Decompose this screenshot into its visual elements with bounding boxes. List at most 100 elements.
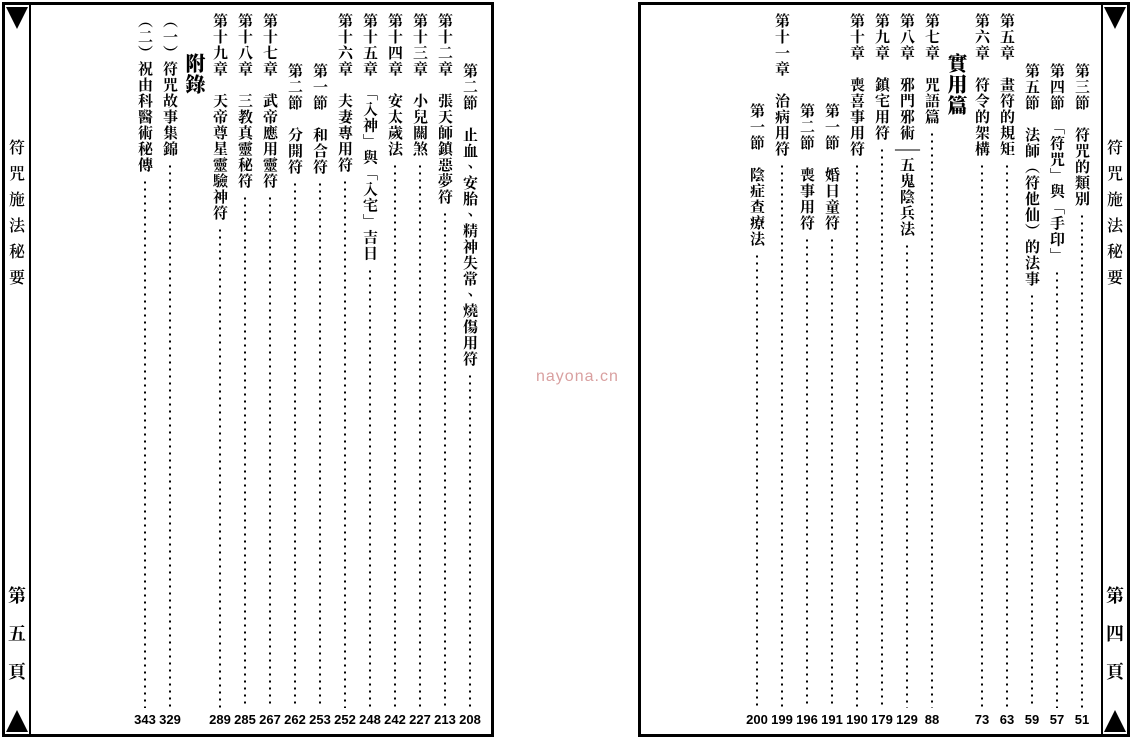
toc-entry: 第十五章 「入神」與「入宅」吉日248 [359, 13, 381, 728]
toc-entry-page: 242 [384, 712, 406, 728]
toc-entry-title: 第一節 和合符 [309, 63, 331, 175]
toc-entry-title: 第十一章 治病用符 [771, 13, 793, 157]
toc-entry: 第一節 婚日童符 191 [821, 13, 843, 728]
leader-dots [855, 163, 859, 708]
toc-entry-page: 343 [134, 712, 156, 728]
toc-entry: 第十八章 三教真靈秘符285 [234, 13, 256, 728]
running-column-left: 符咒施法秘要 第五頁 [5, 5, 31, 734]
toc-entry: 第十二章 張天師鎮惡夢符 213 [434, 13, 456, 728]
toc-entry-title: 第十九章 天帝尊星靈驗神符 [209, 13, 231, 221]
toc-entry-page: 191 [821, 712, 843, 728]
toc-entry: 附錄 [184, 13, 206, 728]
leader-dots [343, 179, 347, 708]
leader-dots [830, 237, 834, 708]
leader-dots [393, 163, 397, 708]
toc-entry-title: 第九章 鎮宅用符 [871, 13, 893, 141]
left-page: 符咒施法秘要 第五頁 第二節 止血、安胎、精神失常、燒傷用符208第十二章 張天… [2, 2, 494, 737]
running-column-right: 符咒施法秘要 第四頁 [1101, 5, 1127, 734]
toc-entry: 第十四章 安太歲法 242 [384, 13, 406, 728]
toc-entry-page: 88 [925, 712, 939, 728]
toc-entry-page: 129 [896, 712, 918, 728]
toc-entry-title: 第三節 符咒的類別 [1071, 63, 1093, 207]
toc-entry: 第十一章 治病用符199 [771, 13, 793, 728]
toc-entry-title: 第十二章 張天師鎮惡夢符 [434, 13, 456, 205]
toc-entry-title: 第五節 法師（符他仙）的法事 [1021, 63, 1043, 287]
toc-entry: 第五節 法師（符他仙）的法事 59 [1021, 13, 1043, 728]
running-title-left: 符咒施法秘要 [6, 139, 29, 295]
toc-entry-title: 第二節 喪事用符 [796, 103, 818, 231]
toc-entry: 第一節 和合符253 [309, 13, 331, 728]
toc-entry-page: 73 [975, 712, 989, 728]
toc-entry: 第九章 鎮宅用符 179 [871, 13, 893, 728]
toc-entry-title: （一）符咒故事集錦 [159, 13, 181, 157]
arrow-down-icon [1104, 7, 1126, 29]
toc-entry-page: 179 [871, 712, 893, 728]
arrow-up-icon [1104, 710, 1126, 732]
toc-entry-page: 208 [459, 712, 481, 728]
toc-entry-title: 第六章 符令的架構 [971, 13, 993, 157]
leader-dots [780, 163, 784, 708]
toc-entry-page: 200 [746, 712, 768, 728]
book-spread: 符咒施法秘要 第五頁 第二節 止血、安胎、精神失常、燒傷用符208第十二章 張天… [0, 0, 1135, 741]
toc-entry: 第十章 喪喜事用符 190 [846, 13, 868, 728]
toc-entry: （一）符咒故事集錦329 [159, 13, 181, 728]
toc-entry-title: 第十五章 「入神」與「入宅」吉日 [359, 13, 381, 262]
toc-entry-title: 第八章 邪門邪術——五鬼陰兵法 [896, 13, 918, 237]
toc-entry: 第八章 邪門邪術——五鬼陰兵法 129 [896, 13, 918, 728]
toc-entry-title: 第七章 咒語篇 [921, 13, 943, 125]
toc-entry: 第十九章 天帝尊星靈驗神符289 [209, 13, 231, 728]
leader-dots [755, 253, 759, 708]
leader-dots [930, 131, 934, 708]
toc-entry-title: 第四節 「符咒」與「手印」 [1046, 63, 1068, 264]
right-page: 第三節 符咒的類別 51 第四節 「符咒」與「手印」 57 第五節 法師（符他仙）的法事… [638, 2, 1130, 737]
toc-entry: 第一節 陰症查療法 200 [746, 13, 768, 728]
toc-entry-title: 第一節 陰症查療法 [746, 103, 768, 247]
leader-dots [318, 181, 322, 708]
running-title-right: 符咒施法秘要 [1104, 139, 1127, 295]
toc-entry-page: 267 [259, 712, 281, 728]
toc-entry-title: 附錄 [184, 53, 206, 95]
page-number-left: 第五頁 [4, 586, 30, 700]
toc-entry-title: 實用篇 [946, 53, 968, 116]
leader-dots [1030, 293, 1034, 708]
gutter: nayona.cn [496, 0, 636, 741]
toc-entry-page: 196 [796, 712, 818, 728]
leader-dots [168, 163, 172, 708]
page-number-right: 第四頁 [1102, 586, 1128, 700]
toc-entry: 第二節 分開符262 [284, 13, 306, 728]
leader-dots [293, 181, 297, 708]
toc-entry-title: 第五章 畫符的規矩 [996, 13, 1018, 157]
toc-entry-page: 213 [434, 712, 456, 728]
toc-entry-page: 252 [334, 712, 356, 728]
toc-entry: 第二節 止血、安胎、精神失常、燒傷用符 208 [459, 13, 481, 728]
toc-entry: 第十六章 夫妻專用符 252 [334, 13, 356, 728]
leader-dots [268, 195, 272, 708]
arrow-down-icon [6, 7, 28, 29]
leader-dots [980, 163, 984, 708]
toc-entry: 第三節 符咒的類別 51 [1071, 13, 1093, 728]
toc-entry-page: 57 [1050, 712, 1064, 728]
leader-dots [243, 195, 247, 708]
toc-entry-page: 227 [409, 712, 431, 728]
toc-entry: （二）祝由科醫術秘傳 343 [134, 13, 156, 728]
toc-entry-title: 第十章 喪喜事用符 [846, 13, 868, 157]
leader-dots [905, 243, 909, 708]
toc-entry-page: 190 [846, 712, 868, 728]
toc-entry-title: 第二節 止血、安胎、精神失常、燒傷用符 [459, 63, 481, 367]
leader-dots [443, 211, 447, 708]
toc-entry-page: 285 [234, 712, 256, 728]
leader-dots [1080, 213, 1084, 708]
toc-entry-title: 第一節 婚日童符 [821, 103, 843, 231]
toc-entry: 第七章 咒語篇 88 [921, 13, 943, 728]
toc-entry-title: 第二節 分開符 [284, 63, 306, 175]
toc-entry: 第十三章 小兒關煞227 [409, 13, 431, 728]
leader-dots [143, 179, 147, 708]
toc-entry-title: 第十四章 安太歲法 [384, 13, 406, 157]
leader-dots [880, 147, 884, 708]
toc-entry-title: 第十六章 夫妻專用符 [334, 13, 356, 173]
leader-dots [418, 163, 422, 708]
toc-entry-title: （二）祝由科醫術秘傳 [134, 13, 156, 173]
toc-entry-page: 59 [1025, 712, 1039, 728]
toc-entry-page: 51 [1075, 712, 1089, 728]
leader-dots [368, 268, 372, 709]
